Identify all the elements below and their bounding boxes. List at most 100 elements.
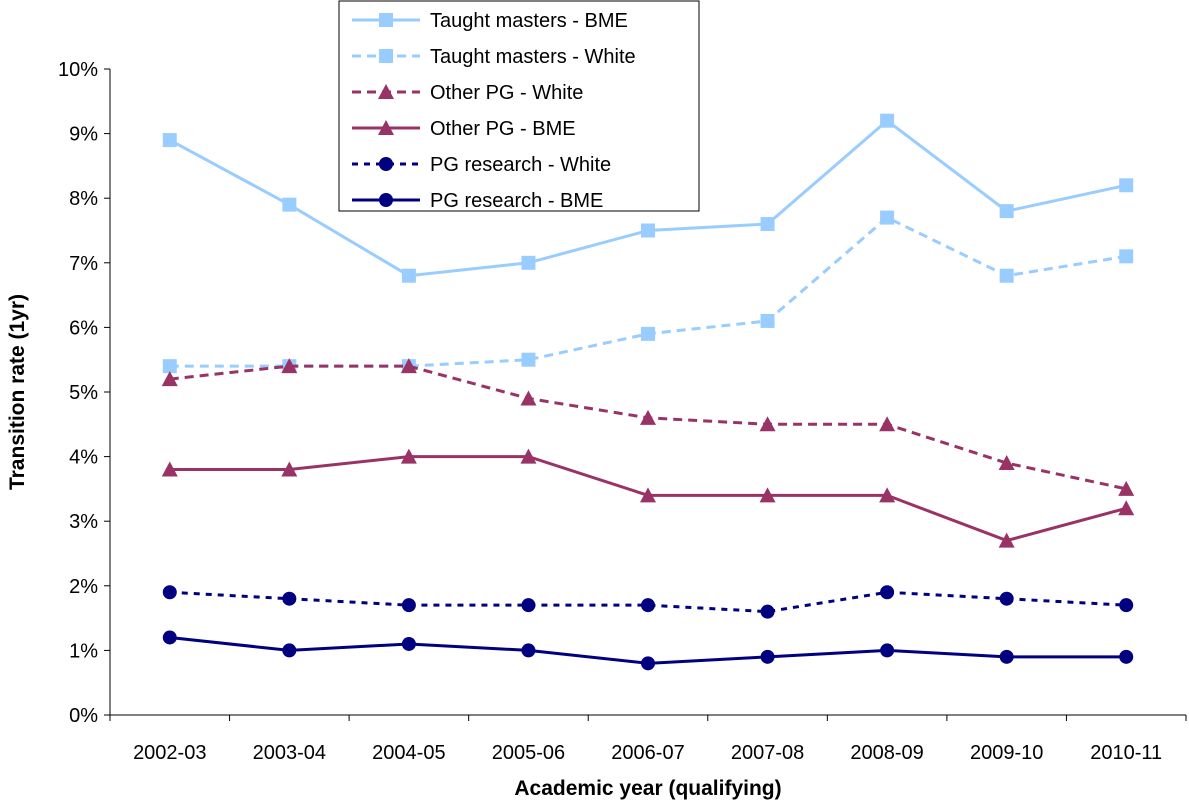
data-point (641, 656, 655, 671)
data-point (162, 585, 177, 600)
data-point (401, 636, 416, 651)
data-point (162, 359, 177, 374)
data-point (999, 649, 1014, 664)
legend-entry: Other PG - BME (352, 118, 576, 140)
x-tick-label: 2006-07 (611, 742, 684, 764)
y-tick-label: 6% (69, 317, 98, 339)
y-tick-label: 10% (58, 59, 98, 81)
data-point (759, 487, 776, 503)
data-point (400, 358, 417, 374)
data-point (281, 461, 298, 477)
data-point (880, 113, 895, 128)
data-point (521, 598, 536, 613)
x-tick-label: 2004-05 (372, 742, 445, 764)
series-2 (161, 358, 1135, 496)
data-point (999, 268, 1014, 283)
data-point (521, 352, 536, 367)
data-point (281, 358, 298, 374)
data-point (760, 604, 775, 619)
data-point (1119, 249, 1134, 264)
legend-entry: Taught masters - White (352, 46, 636, 68)
y-tick-label: 1% (69, 640, 98, 662)
data-point (521, 643, 536, 658)
y-tick-label: 8% (69, 188, 98, 210)
legend: Taught masters - BME Taught masters - Whi… (338, 0, 700, 212)
data-point (1119, 178, 1134, 193)
legend-entry: PG research - BME (352, 190, 603, 212)
series-4 (162, 585, 1134, 619)
legend-label: Taught masters - White (430, 46, 636, 68)
data-point (998, 455, 1015, 471)
series-line (169, 364, 1127, 491)
legend-entry: PG research - White (352, 154, 611, 176)
legend-swatch-marker (378, 120, 394, 135)
legend-entry: Taught masters - BME (352, 10, 628, 32)
data-point (760, 217, 775, 232)
y-axis-title: Transition rate (1yr) (6, 294, 29, 490)
data-point (1119, 598, 1134, 613)
y-tick-label: 3% (69, 511, 98, 533)
y-tick-label: 5% (69, 382, 98, 404)
data-point (879, 487, 896, 503)
data-point (880, 643, 895, 658)
series-line (169, 215, 1127, 368)
legend-entry: Other PG - White (352, 82, 583, 104)
data-point (282, 591, 297, 606)
data-point (1119, 649, 1134, 664)
x-tick-label: 2003-04 (253, 742, 326, 764)
series-0 (162, 113, 1134, 283)
data-point (760, 649, 775, 664)
data-point (760, 313, 775, 328)
x-tick-label: 2002-03 (133, 742, 206, 764)
data-point (282, 643, 297, 658)
x-tick-label: 2007-08 (731, 742, 804, 764)
series-5 (162, 630, 1134, 671)
series-3 (161, 448, 1135, 548)
data-point (640, 487, 656, 503)
data-point (641, 598, 655, 613)
legend-swatch-marker (379, 13, 393, 27)
data-point (880, 210, 895, 225)
data-point (879, 416, 896, 432)
data-point (162, 133, 177, 148)
legend-swatch-marker (379, 193, 393, 207)
data-point (520, 390, 537, 406)
data-point (401, 598, 416, 613)
series-layer (161, 113, 1135, 671)
data-point (880, 585, 895, 600)
data-point (641, 223, 655, 238)
legend-label: PG research - White (430, 154, 611, 176)
y-tick-label: 2% (69, 576, 98, 598)
data-point (401, 268, 416, 283)
x-tick-label: 2008-09 (850, 742, 923, 764)
legend-swatch-marker (378, 84, 394, 99)
legend-box (338, 0, 700, 212)
series-line (169, 590, 1127, 614)
legend-swatch-marker (379, 49, 393, 63)
data-point (162, 630, 177, 645)
legend-label: Other PG - White (430, 82, 583, 104)
x-tick-label: 2009-10 (970, 742, 1043, 764)
x-tick-label: 2010-11 (1090, 742, 1162, 764)
data-point (400, 448, 417, 464)
data-point (282, 197, 297, 212)
y-tick-label: 4% (69, 447, 98, 469)
series-1 (162, 210, 1134, 374)
data-point (161, 371, 178, 387)
y-tick-label: 0% (69, 705, 98, 727)
x-axis-title: Academic year (qualifying) (514, 777, 781, 800)
data-point (641, 326, 655, 341)
data-point (999, 204, 1014, 219)
data-point (998, 532, 1015, 548)
y-tick-label: 9% (69, 124, 98, 146)
data-point (520, 448, 537, 464)
data-point (999, 591, 1014, 606)
legend-swatch-marker (379, 157, 393, 171)
legend-label: Taught masters - BME (430, 10, 628, 32)
data-point (640, 409, 656, 425)
data-point (759, 416, 776, 432)
data-point (161, 461, 178, 477)
data-point (1118, 500, 1135, 516)
data-point (1118, 480, 1135, 496)
